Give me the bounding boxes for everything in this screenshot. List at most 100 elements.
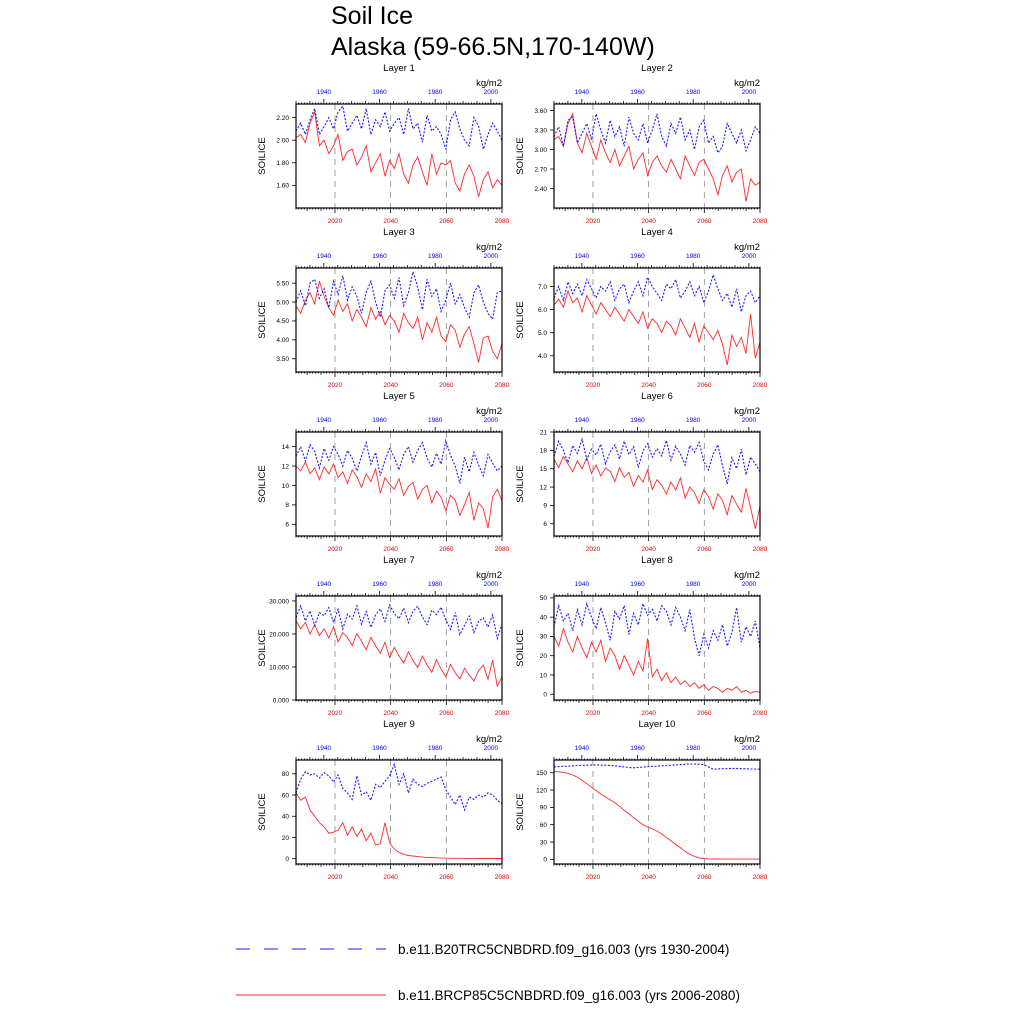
plot-frame xyxy=(553,595,761,701)
y-tick-label: 10.000 xyxy=(269,664,289,671)
series-line-historical xyxy=(295,762,503,812)
y-axis-label: SOILICE xyxy=(515,629,526,667)
legend-label-historical: b.e11.B20TRC5CNBDRD.f09_g16.003 (yrs 193… xyxy=(398,942,729,957)
x-top-tick-label: 1940 xyxy=(317,417,332,424)
x-top-tick-label: 2000 xyxy=(742,417,757,424)
panel-layer-2: Layer 2 kg/m2 SOILICE 2.40 2.70 3.00 3.30 3.60 2… xyxy=(515,63,768,225)
x-top-tick-label: 1980 xyxy=(686,253,701,260)
x-top-tick-label: 1980 xyxy=(428,745,443,752)
panel-layer-5: Layer 5 kg/m2 SOILICE 6 8 10 12 14 2020 2040 2060 2… xyxy=(257,391,510,553)
x-bottom-tick-label: 2040 xyxy=(383,874,398,881)
y-tick-label: 2.20 xyxy=(276,115,289,122)
x-top-tick-label: 1960 xyxy=(630,745,645,752)
series-line-rcp85 xyxy=(295,281,503,363)
x-top-tick-label: 1960 xyxy=(372,745,387,752)
y-tick-label: 10 xyxy=(540,672,548,679)
y-axis-label: SOILICE xyxy=(515,301,526,339)
x-bottom-tick-label: 2080 xyxy=(753,546,768,553)
x-top-tick-label: 1960 xyxy=(630,89,645,96)
y-tick-label: 2.00 xyxy=(276,137,289,144)
y-tick-label: 5.50 xyxy=(276,280,289,287)
x-bottom-tick-label: 2060 xyxy=(439,874,454,881)
y-tick-label: 1.60 xyxy=(276,183,289,190)
x-top-tick-label: 1980 xyxy=(686,89,701,96)
plot-frame xyxy=(553,431,761,537)
panel-title: Layer 6 xyxy=(641,391,673,402)
y-tick-label: 90 xyxy=(540,805,548,812)
x-top-tick-label: 1980 xyxy=(428,417,443,424)
y-axis-label: SOILICE xyxy=(515,465,526,503)
x-bottom-tick-label: 2060 xyxy=(697,710,712,717)
panel-units: kg/m2 xyxy=(476,242,502,253)
x-top-tick-label: 1960 xyxy=(372,417,387,424)
x-top-tick-label: 2000 xyxy=(742,89,757,96)
x-top-tick-label: 1940 xyxy=(575,581,590,588)
y-axis-label: SOILICE xyxy=(257,465,268,503)
figure-title-line1: Soil Ice xyxy=(331,2,413,30)
x-bottom-tick-label: 2020 xyxy=(328,382,343,389)
y-tick-label: 20 xyxy=(540,653,548,660)
x-bottom-tick-label: 2060 xyxy=(697,874,712,881)
y-tick-label: 2.70 xyxy=(534,166,547,173)
panel-units: kg/m2 xyxy=(476,570,502,581)
panel-units: kg/m2 xyxy=(476,734,502,745)
y-tick-label: 150 xyxy=(536,770,547,777)
x-bottom-tick-label: 2060 xyxy=(439,218,454,225)
x-bottom-tick-label: 2040 xyxy=(641,874,656,881)
panel-title: Layer 9 xyxy=(383,719,415,730)
x-top-tick-label: 1980 xyxy=(428,89,443,96)
series-line-rcp85 xyxy=(553,771,760,860)
y-tick-label: 4.00 xyxy=(276,337,289,344)
plot-frame xyxy=(553,267,761,373)
y-tick-label: 50 xyxy=(540,595,548,602)
x-top-tick-label: 1960 xyxy=(372,89,387,96)
series-line-historical xyxy=(295,603,503,641)
y-tick-label: 60 xyxy=(282,792,290,799)
x-bottom-tick-label: 2080 xyxy=(495,382,510,389)
x-bottom-tick-label: 2080 xyxy=(753,218,768,225)
panel-layer-6: Layer 6 kg/m2 SOILICE 6 9 12 15 18 21 2020 2040 206… xyxy=(515,391,768,553)
y-tick-label: 8 xyxy=(285,502,289,509)
y-tick-label: 40 xyxy=(540,614,548,621)
x-bottom-tick-label: 2080 xyxy=(495,546,510,553)
x-bottom-tick-label: 2040 xyxy=(383,546,398,553)
x-bottom-tick-label: 2040 xyxy=(641,710,656,717)
y-tick-label: 14 xyxy=(282,444,290,451)
y-tick-label: 0 xyxy=(285,856,289,863)
y-tick-label: 4.0 xyxy=(538,353,547,360)
y-tick-label: 30 xyxy=(540,839,548,846)
panel-units: kg/m2 xyxy=(734,406,760,417)
series-line-rcp85 xyxy=(295,620,503,688)
y-tick-label: 5.0 xyxy=(538,330,547,337)
plot-frame xyxy=(553,103,761,209)
panel-units: kg/m2 xyxy=(734,734,760,745)
panel-title: Layer 8 xyxy=(641,555,673,566)
panel-layer-10: Layer 10 kg/m2 SOILICE 0 30 60 90 120 150 2020 204… xyxy=(515,719,768,881)
y-tick-label: 12 xyxy=(540,484,548,491)
x-bottom-tick-label: 2080 xyxy=(495,874,510,881)
y-tick-label: 9 xyxy=(543,503,547,510)
y-tick-label: 18 xyxy=(540,448,548,455)
x-top-tick-label: 1940 xyxy=(575,253,590,260)
x-top-tick-label: 1960 xyxy=(372,581,387,588)
x-bottom-tick-label: 2080 xyxy=(753,382,768,389)
x-bottom-tick-label: 2020 xyxy=(586,382,601,389)
y-tick-label: 0 xyxy=(543,857,547,864)
x-top-tick-label: 1960 xyxy=(372,253,387,260)
plot-frame xyxy=(295,759,503,865)
x-top-tick-label: 1980 xyxy=(686,581,701,588)
plot-frame xyxy=(553,759,761,865)
y-tick-label: 30 xyxy=(540,634,548,641)
x-top-tick-label: 1960 xyxy=(630,253,645,260)
y-axis-label: SOILICE xyxy=(257,301,268,339)
series-line-rcp85 xyxy=(295,110,503,197)
x-bottom-tick-label: 2080 xyxy=(495,218,510,225)
x-top-tick-label: 1960 xyxy=(630,417,645,424)
y-tick-label: 6 xyxy=(543,521,547,528)
plot-frame xyxy=(295,431,503,537)
y-axis-label: SOILICE xyxy=(257,629,268,667)
panel-layer-8: Layer 8 kg/m2 SOILICE 0 10 20 30 40 50 2020 2040 20… xyxy=(515,555,768,717)
x-bottom-tick-label: 2060 xyxy=(697,218,712,225)
